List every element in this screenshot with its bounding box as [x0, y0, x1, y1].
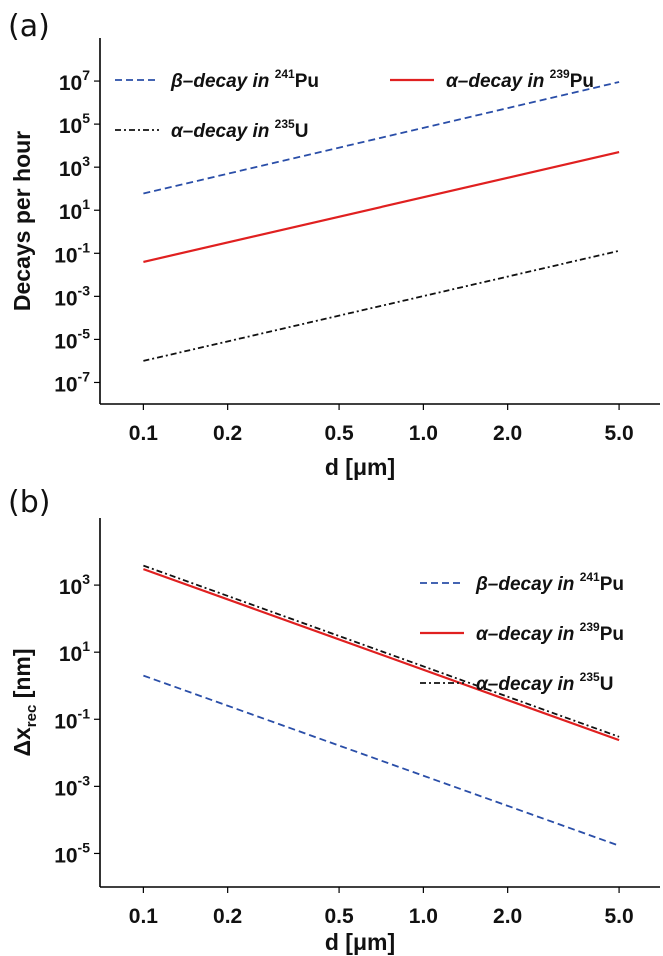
y-tick-exponent: -5 — [78, 839, 91, 855]
legend-entry-0: β–decay in 241Pu — [170, 67, 319, 92]
y-tick-label: 10-3 — [54, 282, 90, 310]
y-tick-label: 107 — [59, 67, 90, 95]
x-tick-label: 5.0 — [604, 905, 633, 928]
y-title-main: Δx — [9, 727, 35, 757]
legend-name-prefix: α–decay in — [446, 71, 550, 92]
x-tick-label: 1.0 — [409, 422, 438, 445]
legend-entry-0: β–decay in 241Pu — [475, 570, 624, 595]
y-tick-base: 10 — [54, 710, 77, 733]
legend-entry-1: α–decay in 239Pu — [446, 67, 594, 92]
legend-isotope-mass: 239 — [550, 67, 570, 81]
x-tick-label: 0.2 — [213, 422, 242, 445]
x-tick-label: 1.0 — [409, 905, 438, 928]
legend-name-prefix: α–decay in — [171, 121, 275, 142]
y-tick-base: 10 — [54, 777, 77, 800]
legend-entry-1: α–decay in 239Pu — [476, 620, 624, 645]
x-tick-label: 5.0 — [604, 422, 633, 445]
y-tick-base: 10 — [54, 244, 77, 267]
y-tick-label: 10-3 — [54, 772, 90, 800]
x-tick-label: 0.5 — [324, 422, 354, 445]
x-tick-label: 0.1 — [129, 905, 159, 928]
x-tick-label: 2.0 — [493, 422, 522, 445]
series-line-2 — [143, 249, 620, 362]
y-tick-exponent: 1 — [82, 196, 90, 212]
x-tick-label: 0.5 — [324, 905, 354, 928]
x-axis-title: d [μm] — [325, 929, 395, 955]
y-tick-base: 10 — [59, 72, 82, 95]
legend-name-prefix: α–decay in — [476, 674, 580, 695]
y-tick-base: 10 — [59, 643, 82, 666]
legend-isotope-symbol: Pu — [570, 71, 594, 92]
legend-isotope-mass: 241 — [580, 570, 600, 584]
legend-entry-2: α–decay in 235U — [171, 117, 308, 142]
legend-isotope-mass: 235 — [275, 117, 295, 131]
y-tick-exponent: 1 — [82, 638, 90, 654]
series-line-0 — [143, 674, 620, 847]
y-tick-exponent: -1 — [78, 239, 91, 255]
y-tick-label: 10-7 — [54, 368, 90, 396]
y-tick-label: 105 — [59, 110, 90, 138]
legend-isotope-symbol: U — [295, 121, 309, 142]
panel-b: (b)0.1 0.2 0.5 1.0 2.0 5.010-510-310-1101103d… — [8, 485, 660, 955]
y-tick-exponent: -1 — [78, 705, 91, 721]
x-tick-label: 0.1 — [129, 422, 159, 445]
y-tick-label: 103 — [59, 153, 90, 181]
panel-label: (b) — [8, 485, 50, 520]
y-tick-base: 10 — [54, 373, 77, 396]
y-title-unit: [nm] — [9, 648, 35, 704]
legend-isotope-symbol: U — [600, 674, 614, 695]
y-tick-exponent: 3 — [82, 153, 90, 169]
legend-entry-2: α–decay in 235U — [476, 670, 613, 695]
legend-name-prefix: α–decay in — [476, 624, 580, 645]
legend-isotope-symbol: Pu — [600, 624, 624, 645]
y-tick-exponent: 5 — [82, 110, 90, 126]
y-tick-label: 10-1 — [54, 705, 90, 733]
panel-a: (a)0.1 0.2 0.5 1.0 2.0 5.010-710-510-310-1101… — [8, 9, 660, 480]
y-tick-label: 101 — [59, 196, 90, 224]
y-tick-label: 10-5 — [54, 325, 90, 353]
y-tick-label: 10-1 — [54, 239, 90, 267]
y-tick-base: 10 — [54, 844, 77, 867]
y-tick-base: 10 — [54, 287, 77, 310]
legend-name-prefix: β–decay in — [170, 71, 275, 92]
y-tick-label: 10-5 — [54, 839, 90, 867]
y-axis-title: Decays per hour — [9, 131, 35, 311]
legend-name-prefix: β–decay in — [475, 574, 580, 595]
y-tick-exponent: -3 — [78, 772, 91, 788]
x-tick-label: 0.2 — [213, 905, 242, 928]
y-title-subscript: rec — [23, 705, 40, 728]
panel-label: (a) — [8, 9, 50, 44]
series-line-1 — [143, 568, 620, 742]
y-tick-label: 103 — [59, 571, 90, 599]
y-tick-label: 101 — [59, 638, 90, 666]
y-tick-exponent: 3 — [82, 571, 90, 587]
legend-isotope-symbol: Pu — [600, 574, 624, 595]
legend-isotope-mass: 239 — [580, 620, 600, 634]
y-tick-base: 10 — [59, 201, 82, 224]
y-tick-base: 10 — [59, 115, 82, 138]
y-axis-title: Δxrec [nm] — [9, 648, 40, 756]
y-tick-base: 10 — [54, 330, 77, 353]
y-tick-exponent: -5 — [78, 325, 91, 341]
y-tick-exponent: -7 — [78, 368, 91, 384]
y-tick-exponent: 7 — [82, 67, 90, 83]
series-line-2 — [143, 564, 620, 738]
y-tick-base: 10 — [59, 576, 82, 599]
x-axis-title: d [μm] — [325, 454, 395, 480]
legend-isotope-symbol: Pu — [295, 71, 319, 92]
series-line-1 — [143, 151, 620, 263]
series-line-0 — [143, 81, 620, 195]
y-tick-exponent: -3 — [78, 282, 91, 298]
x-tick-label: 2.0 — [493, 905, 522, 928]
legend-isotope-mass: 241 — [275, 67, 295, 81]
legend-isotope-mass: 235 — [580, 670, 600, 684]
y-tick-base: 10 — [59, 158, 82, 181]
